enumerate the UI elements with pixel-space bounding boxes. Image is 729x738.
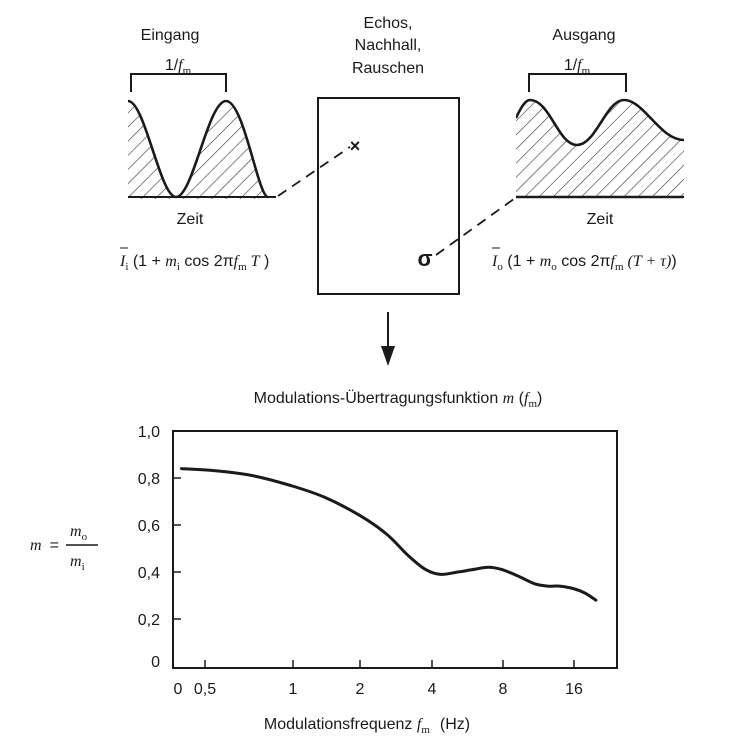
y-axis: 0 0,2 0,4 0,6 0,8 1,0 bbox=[138, 424, 181, 671]
mtf-equation-lhs: m = bbox=[30, 537, 59, 554]
input-period-bracket bbox=[130, 73, 227, 92]
y-tick-label: 1,0 bbox=[138, 424, 160, 441]
room-panel: Echos, Nachhall, Rauschen × σ bbox=[277, 15, 519, 366]
x-tick-label: 4 bbox=[428, 681, 437, 698]
y-tick-label: 0,2 bbox=[138, 612, 160, 629]
input-formula: Ii (1 + mi cos 2πfm T ) bbox=[119, 253, 269, 273]
mtf-equation: m = mo mi bbox=[30, 523, 98, 573]
source-marker: × bbox=[350, 136, 361, 156]
x-tick-label: 0 bbox=[174, 681, 183, 698]
room-label-line-3: Rauschen bbox=[352, 60, 424, 77]
mtf-chart: Modulations-Übertragungsfunktion m (fm) … bbox=[30, 389, 618, 736]
y-tick-label: 0 bbox=[151, 654, 160, 671]
input-to-source-dashed bbox=[277, 146, 351, 197]
output-waveform bbox=[516, 98, 685, 147]
output-title: Ausgang bbox=[552, 27, 615, 44]
mtf-equation-denominator: mi bbox=[70, 553, 85, 573]
input-signal-panel: Eingang 1/fm Zeit Ii (1 + mi cos 2πfm T … bbox=[119, 27, 276, 273]
output-period-bracket bbox=[528, 73, 627, 92]
output-waveform-fill bbox=[516, 100, 684, 197]
output-formula: Io (1 + mo cos 2πfm (T + τ)) bbox=[491, 253, 677, 273]
input-period-label: 1/fm bbox=[165, 57, 192, 77]
down-arrow bbox=[381, 312, 395, 366]
series-layer bbox=[180, 467, 598, 602]
output-time-label: Zeit bbox=[587, 211, 614, 228]
receiver-marker: σ bbox=[417, 246, 432, 271]
chart-title: Modulations-Übertragungsfunktion m (fm) bbox=[254, 389, 543, 410]
room-box bbox=[317, 97, 460, 295]
y-tick-label: 0,6 bbox=[138, 518, 160, 535]
plot-frame bbox=[172, 430, 618, 669]
x-axis: 0 0,5 1 2 4 8 16 bbox=[174, 660, 583, 698]
mtf-equation-numerator: mo bbox=[70, 523, 88, 543]
y-tick-label: 0,8 bbox=[138, 471, 160, 488]
x-tick-label: 16 bbox=[565, 681, 583, 698]
output-period-label: 1/fm bbox=[564, 57, 591, 77]
input-waveform-fill bbox=[128, 101, 268, 199]
input-waveform bbox=[128, 99, 269, 199]
input-title: Eingang bbox=[141, 27, 200, 44]
room-label-line-2: Nachhall, bbox=[355, 37, 422, 54]
receiver-to-output-dashed bbox=[435, 195, 519, 256]
output-signal-panel: Ausgang 1/fm Zeit Io (1 + mo cos 2πfm (T… bbox=[491, 27, 685, 273]
input-time-label: Zeit bbox=[177, 211, 204, 228]
mtf-curve bbox=[180, 467, 598, 602]
x-tick-label: 1 bbox=[289, 681, 298, 698]
x-tick-label: 0,5 bbox=[194, 681, 216, 698]
x-tick-label: 8 bbox=[499, 681, 508, 698]
x-axis-label: Modulationsfrequenz fm (Hz) bbox=[264, 716, 470, 736]
room-label-line-1: Echos, bbox=[364, 15, 413, 32]
x-tick-label: 2 bbox=[356, 681, 365, 698]
y-tick-label: 0,4 bbox=[138, 565, 160, 582]
